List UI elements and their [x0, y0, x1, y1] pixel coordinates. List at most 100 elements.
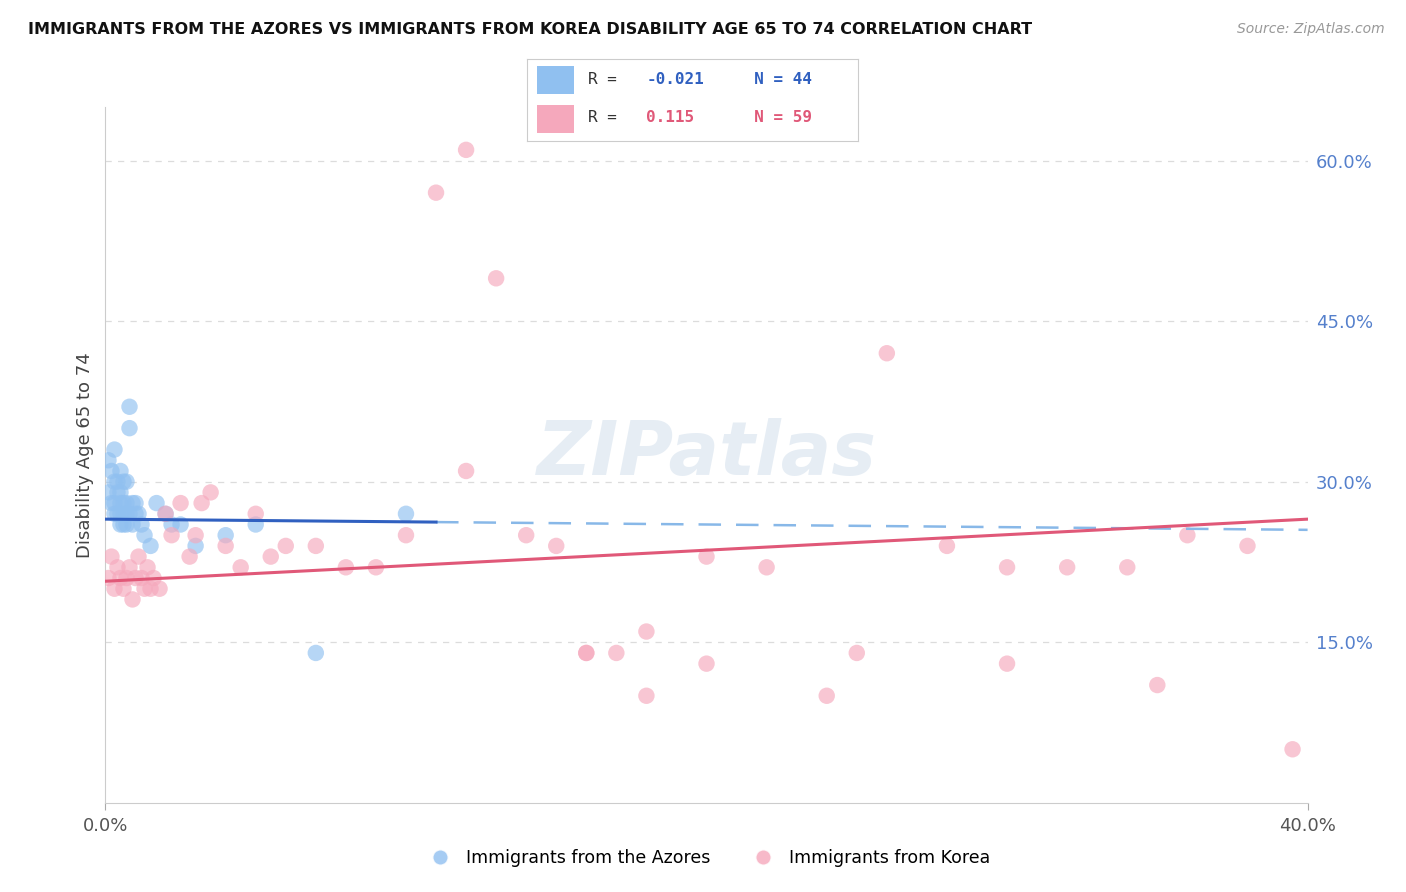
- Point: [121, 592, 143, 607]
- Point: [112, 475, 135, 489]
- Point: [245, 507, 267, 521]
- FancyBboxPatch shape: [537, 66, 574, 95]
- Point: [139, 539, 162, 553]
- Point: [179, 549, 201, 564]
- Point: [936, 539, 959, 553]
- Point: [115, 496, 138, 510]
- Point: [110, 485, 132, 500]
- Point: [124, 571, 146, 585]
- Point: [425, 186, 447, 200]
- Point: [605, 646, 627, 660]
- Point: [103, 442, 125, 457]
- Text: Source: ZipAtlas.com: Source: ZipAtlas.com: [1237, 22, 1385, 37]
- Point: [128, 549, 150, 564]
- Point: [112, 507, 135, 521]
- FancyBboxPatch shape: [537, 105, 574, 133]
- Text: ZIPatlas: ZIPatlas: [537, 418, 876, 491]
- Point: [1056, 560, 1078, 574]
- Point: [1236, 539, 1258, 553]
- Point: [485, 271, 508, 285]
- Text: N = 59: N = 59: [735, 110, 813, 125]
- Point: [100, 464, 122, 478]
- Point: [1175, 528, 1198, 542]
- Point: [103, 582, 125, 596]
- Point: [995, 657, 1018, 671]
- Point: [110, 571, 132, 585]
- Point: [115, 571, 138, 585]
- Point: [155, 507, 177, 521]
- Point: [112, 517, 135, 532]
- Point: [214, 539, 236, 553]
- Point: [169, 517, 191, 532]
- Point: [115, 517, 138, 532]
- Point: [1146, 678, 1168, 692]
- Point: [134, 528, 156, 542]
- Point: [107, 507, 129, 521]
- Point: [128, 507, 150, 521]
- Point: [110, 507, 132, 521]
- Point: [131, 571, 153, 585]
- Point: [107, 475, 129, 489]
- Point: [115, 507, 138, 521]
- Point: [305, 646, 328, 660]
- Point: [636, 624, 658, 639]
- Point: [229, 560, 252, 574]
- Point: [995, 560, 1018, 574]
- Point: [1116, 560, 1139, 574]
- Point: [103, 507, 125, 521]
- Point: [575, 646, 598, 660]
- Point: [190, 496, 212, 510]
- Point: [131, 517, 153, 532]
- Point: [395, 528, 418, 542]
- Point: [755, 560, 778, 574]
- Point: [118, 421, 141, 435]
- Point: [145, 496, 167, 510]
- Point: [148, 582, 170, 596]
- Point: [107, 485, 129, 500]
- Point: [155, 507, 177, 521]
- Point: [214, 528, 236, 542]
- Point: [395, 507, 418, 521]
- Point: [305, 539, 328, 553]
- Point: [112, 496, 135, 510]
- Point: [97, 571, 120, 585]
- Point: [200, 485, 222, 500]
- Point: [110, 517, 132, 532]
- Point: [112, 582, 135, 596]
- Point: [103, 496, 125, 510]
- Point: [160, 528, 183, 542]
- Point: [97, 485, 120, 500]
- Point: [134, 582, 156, 596]
- Point: [136, 560, 159, 574]
- Point: [118, 507, 141, 521]
- Point: [696, 657, 718, 671]
- Point: [115, 475, 138, 489]
- Point: [142, 571, 165, 585]
- Point: [124, 496, 146, 510]
- Point: [274, 539, 297, 553]
- Point: [121, 517, 143, 532]
- Text: IMMIGRANTS FROM THE AZORES VS IMMIGRANTS FROM KOREA DISABILITY AGE 65 TO 74 CORR: IMMIGRANTS FROM THE AZORES VS IMMIGRANTS…: [28, 22, 1032, 37]
- Point: [876, 346, 898, 360]
- Point: [335, 560, 357, 574]
- Point: [454, 143, 477, 157]
- Point: [364, 560, 387, 574]
- Point: [1281, 742, 1303, 756]
- Point: [139, 582, 162, 596]
- Point: [160, 517, 183, 532]
- Point: [260, 549, 283, 564]
- Point: [169, 496, 191, 510]
- Point: [103, 475, 125, 489]
- Legend: Immigrants from the Azores, Immigrants from Korea: Immigrants from the Azores, Immigrants f…: [416, 842, 997, 874]
- Text: N = 44: N = 44: [735, 72, 813, 87]
- Point: [100, 496, 122, 510]
- Point: [696, 549, 718, 564]
- Point: [97, 453, 120, 467]
- Point: [815, 689, 838, 703]
- Point: [184, 528, 207, 542]
- Point: [100, 549, 122, 564]
- Text: -0.021: -0.021: [647, 72, 704, 87]
- Point: [245, 517, 267, 532]
- Point: [546, 539, 568, 553]
- Point: [107, 560, 129, 574]
